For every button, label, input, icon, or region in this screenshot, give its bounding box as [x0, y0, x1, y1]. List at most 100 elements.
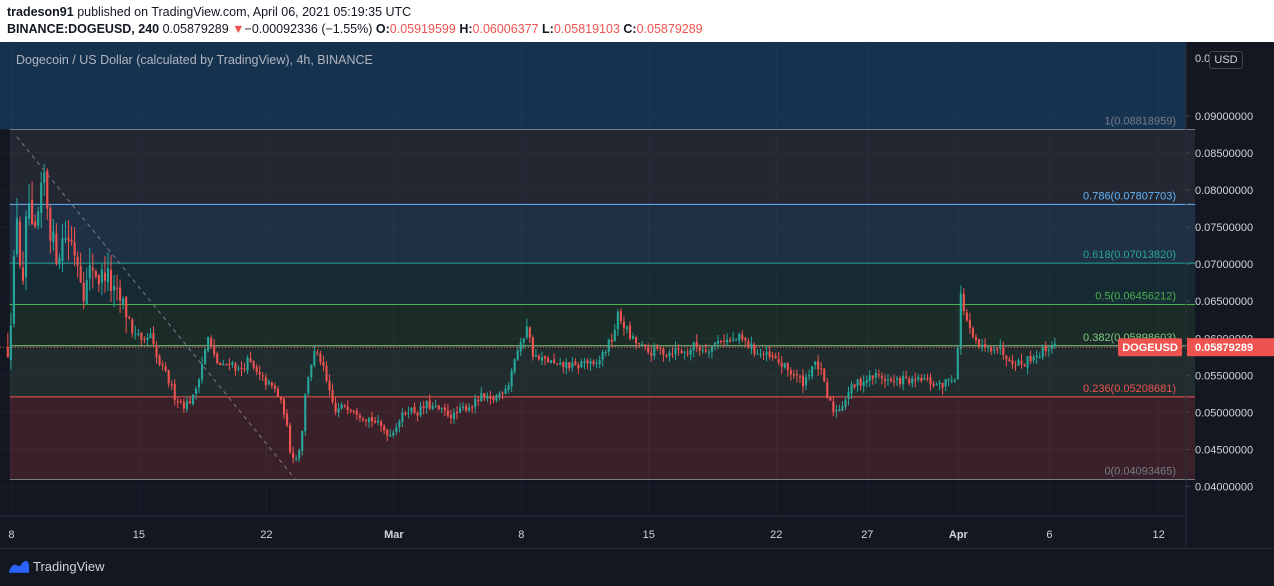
candle-body — [580, 361, 583, 368]
candle-body — [389, 435, 392, 437]
candle-body — [801, 375, 805, 387]
candle-body — [786, 363, 789, 371]
candle-body — [1038, 356, 1041, 358]
candle-body — [404, 412, 407, 415]
candle-body — [859, 378, 862, 386]
candle-body — [486, 395, 489, 399]
price-tick-label: 0.08500000 — [1195, 148, 1253, 160]
candle-body — [85, 280, 88, 305]
candle-body — [768, 351, 771, 357]
candle-body — [792, 374, 795, 376]
candle-body — [82, 282, 85, 302]
price-tick-label: 0.04500000 — [1195, 444, 1253, 456]
candle-body — [993, 349, 996, 351]
candle-body — [562, 362, 565, 367]
price-chart[interactable]: 1(0.08818959) 0.786(0.07807703) 0.618(0.07… — [0, 42, 1274, 548]
candle-body — [158, 356, 161, 365]
currency-button[interactable]: USD — [1209, 51, 1243, 69]
candle-body — [373, 420, 377, 423]
candle-body — [1017, 360, 1020, 366]
candle-body — [856, 379, 859, 387]
candle-body — [941, 382, 944, 388]
candle-body — [34, 221, 37, 227]
candle-body — [710, 346, 713, 352]
price-change: −0.00092336 (−1.55%) — [244, 22, 373, 36]
candle-body — [240, 367, 243, 370]
candle-body — [279, 397, 283, 400]
symbol-name: BINANCE:DOGEUSD, 240 — [7, 22, 160, 36]
candle-body — [401, 412, 404, 422]
candle-body — [804, 376, 808, 386]
candle-body — [492, 397, 495, 400]
candle-body — [152, 332, 155, 345]
candle-body — [498, 393, 501, 397]
candle-body — [762, 354, 765, 356]
time-tick-label: 22 — [770, 529, 782, 541]
time-tick-label: 6 — [1046, 529, 1052, 541]
candle-body — [701, 350, 704, 352]
candle-body — [598, 359, 601, 365]
time-tick-label: 8 — [518, 529, 524, 541]
candle-body — [704, 349, 707, 352]
candle-body — [234, 363, 237, 371]
candle-body — [122, 298, 125, 304]
candle-body — [18, 221, 22, 266]
candle-body — [37, 211, 40, 227]
tradingview-brand[interactable]: TradingView — [33, 559, 105, 574]
candle-body — [965, 312, 968, 321]
candle-body — [307, 377, 310, 394]
candle-body — [553, 359, 556, 364]
candle-body — [841, 405, 844, 411]
candle-body — [862, 381, 865, 386]
candle-body — [568, 362, 571, 369]
publisher-name[interactable]: tradeson91 — [7, 5, 74, 19]
candle-body — [155, 345, 158, 358]
candle-body — [437, 405, 440, 410]
candle-body — [868, 375, 871, 381]
candle-body — [468, 407, 471, 411]
candle-body — [197, 379, 201, 388]
candle-body — [182, 402, 185, 409]
price-tick-label: 0.06500000 — [1195, 296, 1253, 308]
candle-body — [64, 238, 67, 240]
candle-body — [586, 360, 589, 364]
candle-body — [817, 361, 820, 370]
candle-body — [164, 366, 167, 371]
candle-body — [917, 376, 920, 380]
candle-body — [422, 406, 425, 409]
candle-body — [58, 257, 61, 265]
symbol-info: BINANCE:DOGEUSD, 240 0.05879289 ▼−0.0009… — [7, 22, 703, 36]
candle-body — [134, 333, 137, 335]
candle-body — [698, 347, 701, 351]
candle-body — [692, 342, 695, 351]
candle-body — [267, 381, 270, 384]
candle-body — [361, 418, 364, 420]
candle-body — [504, 388, 507, 394]
candle-body — [146, 337, 149, 341]
candle-body — [194, 388, 198, 394]
candle-body — [434, 405, 437, 407]
candle-body — [510, 370, 513, 387]
candle-body — [565, 362, 568, 369]
fib-level-label: 0.236(0.05208681) — [1083, 383, 1176, 395]
candle-body — [249, 358, 252, 362]
candle-body — [103, 272, 107, 281]
time-tick-label: 8 — [8, 529, 14, 541]
candle-body — [546, 357, 550, 363]
candle-body — [76, 256, 79, 266]
candle-body — [331, 389, 334, 402]
publish-header: tradeson91 published on TradingView.com,… — [0, 0, 1274, 42]
candle-body — [956, 348, 959, 380]
footer: TradingView — [0, 548, 1274, 586]
fibonacci-levels: 1(0.08818959) 0.786(0.07807703) 0.618(0.07… — [9, 115, 1196, 480]
candle-body — [622, 321, 625, 328]
candle-body — [173, 384, 176, 400]
candle-body — [595, 362, 598, 364]
chart-area[interactable]: 1(0.08818959) 0.786(0.07807703) 0.618(0.07… — [0, 42, 1274, 548]
candle-body — [996, 348, 999, 350]
candle-body — [1044, 346, 1047, 352]
candle-body — [340, 404, 343, 409]
candle-body — [1050, 346, 1053, 350]
candle-body — [204, 349, 207, 365]
candle-body — [386, 429, 389, 436]
